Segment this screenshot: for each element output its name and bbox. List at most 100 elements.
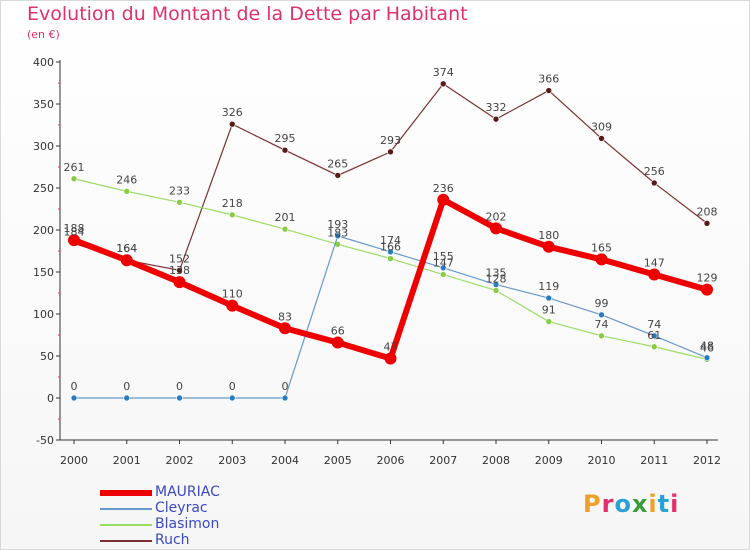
data-point — [542, 240, 555, 253]
data-point — [701, 283, 713, 296]
x-tick-label: 2004 — [271, 454, 299, 467]
data-point — [598, 311, 605, 319]
legend-item-blasimon: Blasimon — [100, 516, 300, 533]
data-point — [439, 271, 447, 278]
x-tick-label: 2010 — [588, 454, 616, 467]
data-point — [176, 198, 183, 206]
data-label: 295 — [275, 132, 296, 145]
data-point — [123, 188, 131, 195]
data-point — [650, 179, 658, 187]
x-tick-label: 2009 — [535, 454, 563, 467]
y-tick-label: 400 — [33, 56, 54, 69]
data-point — [387, 248, 394, 256]
data-point — [279, 322, 291, 335]
data-point — [545, 318, 553, 325]
legend-label: Cleyrac — [155, 500, 208, 516]
legend-item-mauriac: MAURIAC — [100, 484, 300, 501]
data-label: 180 — [538, 229, 559, 242]
data-label: 0 — [176, 380, 183, 393]
x-tick-label: 2000 — [60, 454, 88, 467]
legend-swatch — [100, 524, 152, 526]
data-label: 138 — [169, 264, 190, 277]
data-label: 135 — [486, 267, 507, 280]
data-point — [703, 354, 711, 361]
data-point — [492, 281, 500, 288]
data-label: 256 — [644, 165, 665, 178]
data-label: 326 — [222, 106, 243, 119]
data-point — [492, 287, 500, 294]
data-point — [545, 294, 553, 302]
data-label: 233 — [169, 184, 190, 197]
data-label: 184 — [64, 225, 85, 238]
x-tick-label: 2002 — [166, 454, 194, 467]
data-point — [120, 254, 133, 267]
data-label: 47 — [384, 341, 398, 354]
data-label: 164 — [116, 242, 137, 255]
data-point — [176, 267, 183, 274]
data-label: 188 — [64, 222, 85, 235]
data-label: 0 — [71, 380, 78, 393]
data-point — [176, 394, 183, 402]
legend-label: MAURIAC — [155, 484, 220, 500]
data-point — [439, 80, 447, 88]
legend-swatch — [100, 490, 152, 496]
data-label: 83 — [278, 310, 292, 323]
data-point — [595, 253, 608, 266]
y-tick-label: 0 — [47, 392, 54, 405]
data-point — [123, 394, 131, 402]
data-label: 165 — [591, 241, 612, 254]
y-tick-label: -50 — [36, 434, 54, 447]
data-label: 218 — [222, 197, 243, 210]
data-label: 201 — [275, 211, 296, 224]
data-point — [703, 219, 711, 227]
legend-swatch — [100, 508, 152, 510]
x-tick-label: 2005 — [324, 454, 352, 467]
line-chart: -50 0 50 100 150 200 250 300 350 400 2000 2001 2002 2… — [33, 56, 721, 467]
data-label: 0 — [229, 380, 236, 393]
data-point — [70, 394, 78, 402]
data-label: 293 — [380, 134, 401, 147]
data-point — [439, 264, 447, 272]
y-tick-label: 100 — [33, 308, 54, 321]
data-point — [492, 115, 500, 123]
x-tick-label: 2006 — [377, 454, 405, 467]
data-point — [281, 225, 289, 233]
data-label: 166 — [380, 241, 401, 254]
data-point — [598, 135, 605, 142]
y-tick-label: 250 — [33, 182, 54, 195]
data-point — [68, 234, 80, 247]
data-label: 99 — [595, 297, 609, 310]
data-point — [281, 146, 289, 154]
data-label: 155 — [433, 250, 454, 263]
data-label: 110 — [222, 288, 243, 301]
x-tick-label: 2007 — [429, 454, 457, 467]
data-label: 119 — [538, 280, 559, 293]
data-point — [281, 394, 289, 402]
proxiti-logo: Proxiti — [583, 490, 680, 518]
data-point — [650, 332, 658, 340]
data-label: 202 — [486, 210, 507, 223]
data-point — [384, 352, 397, 365]
data-label: 208 — [697, 205, 718, 218]
data-label: 332 — [486, 101, 507, 114]
data-label: 164 — [116, 242, 137, 255]
x-tick-label: 2001 — [113, 454, 141, 467]
data-point — [437, 193, 450, 206]
data-label: 309 — [591, 120, 612, 133]
data-label: 174 — [380, 234, 401, 247]
data-label: 0 — [282, 380, 289, 393]
legend-swatch — [100, 540, 152, 542]
data-point — [228, 120, 236, 128]
legend: MAURIAC Cleyrac Blasimon Ruch — [100, 484, 300, 549]
data-label: 366 — [538, 73, 559, 86]
data-point — [331, 336, 344, 349]
data-label: 183 — [327, 226, 348, 239]
x-tick-label: 2012 — [693, 454, 721, 467]
data-label: 48 — [700, 340, 714, 353]
data-point — [648, 268, 661, 281]
legend-label: Ruch — [155, 532, 190, 548]
data-point — [387, 148, 394, 156]
data-label: 261 — [64, 161, 85, 174]
data-label: 236 — [433, 182, 454, 195]
